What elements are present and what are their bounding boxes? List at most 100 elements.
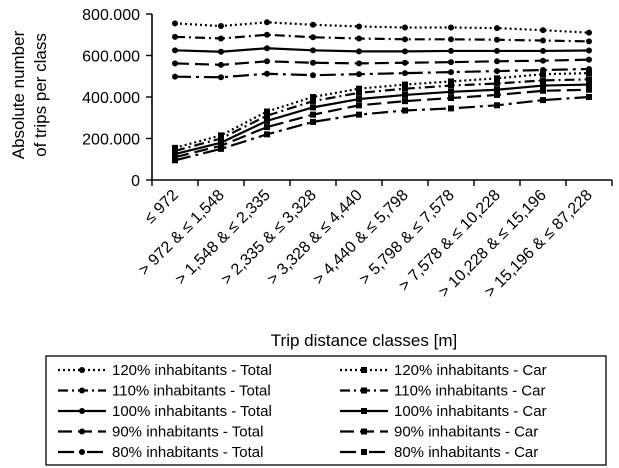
y-tick-label: 600.000	[82, 49, 140, 66]
x-axis-ticks: ≤ 972> 972 & ≤ 1,548> 1,548 & ≤ 2,335> 2…	[136, 180, 613, 301]
series-group	[172, 45, 592, 55]
data-point	[540, 57, 546, 64]
x-axis-title: Trip distance classes [m]	[271, 331, 457, 350]
y-axis-ticks: 0 200.000 400.000 600.000 800.000	[82, 7, 152, 190]
data-point	[264, 131, 270, 138]
data-point	[310, 98, 316, 105]
legend-item: 80% inhabitants - Car	[340, 444, 538, 461]
data-point	[218, 132, 224, 139]
data-point	[586, 47, 592, 54]
data-point	[402, 91, 408, 98]
y-axis-title-line: of trips per class	[31, 33, 50, 157]
data-point	[586, 86, 592, 93]
data-point	[264, 58, 270, 65]
data-point	[264, 31, 270, 38]
data-point	[218, 74, 224, 81]
data-point	[310, 47, 316, 54]
data-point	[402, 70, 408, 77]
data-point	[361, 387, 367, 394]
data-point	[540, 27, 546, 34]
data-point	[218, 61, 224, 68]
data-point	[540, 67, 546, 74]
series-line	[174, 47, 590, 53]
data-point	[540, 82, 546, 89]
data-point	[264, 19, 270, 26]
data-point	[79, 408, 85, 414]
data-point	[540, 77, 546, 84]
legend-item: 110% inhabitants - Car	[340, 383, 545, 400]
data-point	[402, 59, 408, 66]
series-group	[172, 81, 592, 158]
data-point	[356, 71, 362, 78]
data-point	[494, 47, 500, 54]
data-point	[448, 88, 454, 95]
data-point	[218, 142, 224, 149]
data-point	[494, 68, 500, 75]
data-point	[172, 20, 178, 27]
series-group	[172, 65, 592, 81]
data-point	[79, 449, 85, 455]
data-point	[361, 428, 367, 435]
data-point	[540, 71, 546, 78]
legend-label: 110% inhabitants - Car	[394, 383, 545, 400]
legend-label: 90% inhabitants - Total	[112, 424, 264, 441]
series-line	[174, 72, 590, 149]
data-point	[264, 117, 270, 124]
data-point	[218, 35, 224, 42]
data-point	[310, 21, 316, 28]
data-point	[586, 65, 592, 72]
legend-item: 120% inhabitants - Car	[340, 362, 547, 379]
data-point	[448, 95, 454, 102]
data-point	[448, 47, 454, 54]
data-point	[402, 107, 408, 114]
data-point	[172, 60, 178, 67]
data-point	[540, 47, 546, 54]
data-point	[402, 36, 408, 43]
data-point	[356, 102, 362, 109]
data-point	[264, 108, 270, 115]
data-point	[448, 69, 454, 76]
data-point	[586, 56, 592, 63]
data-point	[218, 23, 224, 30]
data-point	[494, 75, 500, 82]
series-line	[174, 88, 590, 159]
legend-item: 110% inhabitants - Total	[58, 383, 271, 400]
data-point	[172, 147, 178, 154]
x-tick-label: > 972 & ≤ 1,548	[136, 187, 228, 279]
series-line	[174, 58, 590, 66]
data-point	[448, 24, 454, 31]
data-point	[264, 124, 270, 131]
data-point	[402, 24, 408, 31]
legend-label: 90% inhabitants - Car	[394, 424, 538, 441]
series-group	[172, 70, 592, 151]
y-tick-label: 0	[131, 173, 140, 190]
y-axis-title: Absolute number of trips per class	[9, 30, 50, 159]
legend-label: 120% inhabitants - Car	[394, 362, 547, 379]
data-point	[448, 105, 454, 112]
data-point	[402, 98, 408, 105]
series-group	[172, 94, 592, 164]
y-axis-title-line: Absolute number	[9, 30, 28, 159]
data-point	[448, 78, 454, 85]
legend-item: 90% inhabitants - Car	[340, 424, 538, 441]
legend: 120% inhabitants - Total 120% inhabitants…	[45, 355, 607, 466]
data-point	[586, 38, 592, 45]
data-point	[310, 94, 316, 100]
data-point	[361, 449, 367, 455]
data-point	[172, 33, 178, 40]
data-point	[79, 428, 85, 435]
series-line	[174, 83, 590, 156]
data-point	[310, 34, 316, 41]
legend-box	[45, 355, 607, 466]
data-point	[172, 144, 178, 151]
legend-item: 90% inhabitants - Total	[58, 424, 264, 441]
data-point	[494, 91, 500, 98]
axes	[151, 14, 612, 181]
data-point	[356, 96, 362, 103]
data-point	[356, 23, 362, 30]
legend-item: 120% inhabitants - Total	[58, 362, 272, 379]
data-point	[356, 89, 362, 96]
data-point	[79, 367, 85, 373]
data-point	[356, 85, 362, 92]
